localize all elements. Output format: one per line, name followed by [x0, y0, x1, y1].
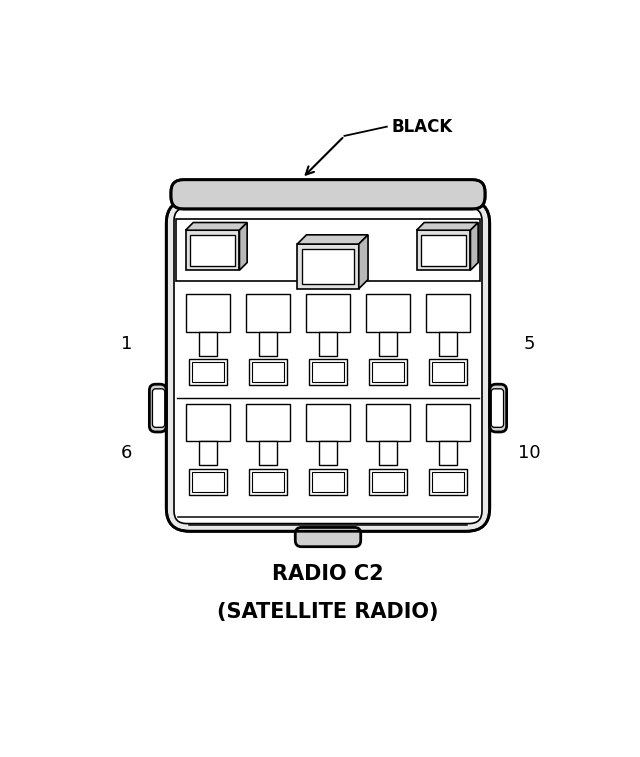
Bar [249, 469, 287, 495]
Bar [369, 359, 407, 385]
FancyBboxPatch shape [174, 208, 482, 524]
Bar [186, 404, 230, 441]
Bar [176, 220, 480, 281]
Bar [432, 472, 464, 492]
Bar [307, 404, 349, 441]
Bar [372, 472, 404, 492]
Bar [259, 441, 276, 466]
Bar [372, 362, 404, 382]
Bar [189, 359, 227, 385]
Bar [252, 362, 284, 382]
FancyBboxPatch shape [166, 200, 490, 531]
Bar [186, 294, 230, 332]
FancyBboxPatch shape [490, 385, 507, 432]
Bar [192, 362, 224, 382]
Bar [367, 404, 410, 441]
FancyBboxPatch shape [152, 389, 164, 428]
Bar [252, 472, 284, 492]
Bar [432, 362, 464, 382]
Bar [440, 332, 457, 356]
Polygon shape [417, 223, 478, 230]
Bar [380, 441, 397, 466]
Text: 6: 6 [120, 444, 132, 463]
Bar [426, 404, 470, 441]
Bar [246, 294, 289, 332]
Bar [189, 469, 227, 495]
Bar [426, 294, 470, 332]
Polygon shape [186, 223, 247, 230]
Bar [369, 469, 407, 495]
Bar [417, 230, 470, 270]
Bar [429, 359, 467, 385]
Text: 10: 10 [518, 444, 541, 463]
Bar [186, 230, 239, 270]
Bar [429, 469, 467, 495]
Bar [249, 359, 287, 385]
FancyBboxPatch shape [149, 385, 166, 432]
Bar [312, 362, 344, 382]
Polygon shape [297, 235, 368, 244]
Bar [319, 441, 337, 466]
Text: (SATELLITE RADIO): (SATELLITE RADIO) [217, 602, 439, 622]
Bar [246, 404, 289, 441]
Text: RADIO C2: RADIO C2 [272, 564, 384, 584]
Bar [312, 472, 344, 492]
Bar [440, 441, 457, 466]
Bar [190, 235, 235, 266]
Bar [259, 332, 276, 356]
Polygon shape [239, 223, 247, 270]
Bar [421, 235, 466, 266]
Bar [302, 249, 354, 284]
Bar [192, 472, 224, 492]
FancyBboxPatch shape [171, 179, 485, 209]
Bar [199, 332, 216, 356]
Bar [319, 332, 337, 356]
Bar [309, 359, 347, 385]
Bar [307, 294, 349, 332]
Bar [199, 441, 216, 466]
FancyBboxPatch shape [492, 389, 504, 428]
Bar [380, 332, 397, 356]
Bar [297, 244, 359, 288]
Text: 1: 1 [120, 335, 132, 353]
Text: BLACK: BLACK [392, 117, 452, 136]
Polygon shape [359, 235, 368, 288]
Polygon shape [470, 223, 478, 270]
FancyBboxPatch shape [295, 528, 361, 547]
Text: 5: 5 [524, 335, 536, 353]
Bar [367, 294, 410, 332]
Bar [309, 469, 347, 495]
